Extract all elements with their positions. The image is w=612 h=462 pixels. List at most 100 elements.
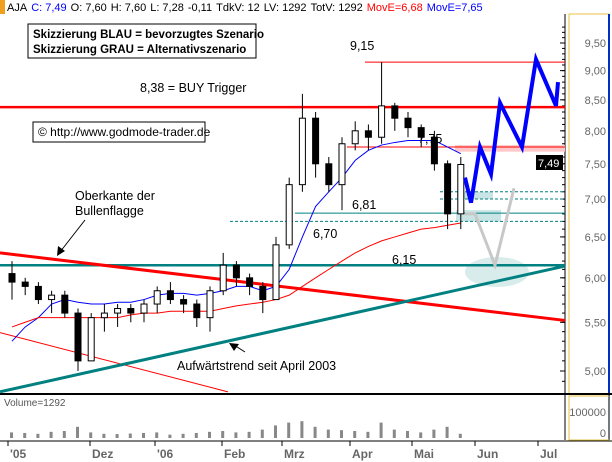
y-tick-label: 5,50 <box>585 317 606 329</box>
candle-body <box>206 290 214 319</box>
volume-bar <box>36 433 40 438</box>
volume-bar <box>89 432 93 438</box>
label-9-15: 9,15 <box>350 39 374 53</box>
volume-bar <box>287 422 291 438</box>
price-badge <box>536 155 563 170</box>
label-7-75: 7,75 <box>418 132 442 146</box>
blue-scenario-line <box>463 52 560 204</box>
volume-bar <box>194 432 198 438</box>
label-flag-1: Oberkante der <box>75 189 155 203</box>
y-tick-label: 9,50 <box>585 38 606 50</box>
x-tick-label: Jun <box>477 447 498 461</box>
quote-header: AJA C: 7,49 O: 7,60 H: 7,60 L: 7,28 -0,11 TdkV… <box>0 0 612 16</box>
y-tick-label: 8,00 <box>585 126 606 138</box>
candle-body <box>430 136 438 165</box>
volume-bar <box>23 432 27 438</box>
volume-bar <box>458 433 462 438</box>
volume-bar <box>313 426 317 438</box>
volume-bar <box>10 432 13 438</box>
volume-bar <box>142 432 145 438</box>
candle-body <box>127 308 135 314</box>
price-badge-text: 7,49 <box>538 158 559 170</box>
candle-body <box>114 308 122 314</box>
label-6-70: 6,70 <box>313 227 337 241</box>
moving-average-line <box>11 139 462 342</box>
x-tick-label: Mai <box>414 447 434 461</box>
candle-body <box>21 281 29 287</box>
tdkv-value: TdkV: 12 <box>216 2 260 14</box>
copyright-text[interactable]: © http://www.godmode-trader.de <box>38 125 211 139</box>
legend-blue: Skizzierung BLAU = bevorzugtes Szenario <box>33 29 264 41</box>
y-tick-label: 7,50 <box>585 159 606 171</box>
volume-tick-label: 0 <box>600 428 606 440</box>
candle-body <box>457 163 465 215</box>
candle-body <box>298 117 306 186</box>
candle-body <box>219 264 227 292</box>
candle-body <box>391 105 399 119</box>
candle-body <box>100 312 108 319</box>
candle-body <box>272 244 280 301</box>
trendline <box>0 332 229 393</box>
candle-body <box>140 303 148 314</box>
volume-bar <box>76 426 79 438</box>
volume-label: Volume=1292 <box>4 398 66 409</box>
moving-average-line <box>11 222 461 328</box>
label-flag-2: Bullenflagge <box>75 204 144 218</box>
candle-body <box>404 117 412 129</box>
x-tick-label: Mrz <box>284 447 305 461</box>
volume-bar <box>260 429 264 438</box>
trendline <box>0 264 566 394</box>
high-value: H: 7,60 <box>110 2 147 14</box>
x-tick-label: '06 <box>157 447 174 461</box>
flag-arrow <box>59 219 86 253</box>
candle-body <box>8 273 16 283</box>
x-tick-label: Apr <box>352 447 373 461</box>
low-value: L: 7,28 <box>150 2 184 14</box>
y-tick-label: 9,00 <box>585 66 606 78</box>
y-tick-label: 6,50 <box>585 232 606 244</box>
candle-body <box>34 285 42 301</box>
legend-gray: Skizzierung GRAU = Alternativszenario <box>33 44 246 56</box>
totv-value: TotV: 1292 <box>310 2 363 14</box>
candle-body <box>180 299 188 305</box>
candle-body <box>378 105 386 138</box>
y-tick-label: 6,00 <box>585 273 606 285</box>
pink-zone <box>455 145 565 152</box>
uptrend-arrow-head-icon <box>229 343 239 351</box>
volume-bar <box>115 434 119 438</box>
volume-bar <box>379 422 383 438</box>
copyright-box <box>32 121 206 143</box>
volume-bar <box>445 426 449 438</box>
volume-bar <box>419 432 423 438</box>
candle-body <box>338 143 346 186</box>
volume-bar <box>300 421 304 438</box>
flag-arrow-head-icon <box>57 246 65 256</box>
volume-bar <box>274 425 277 438</box>
teal-zone-lower <box>456 210 501 222</box>
ma1-value: MovE=6,68 <box>366 2 423 14</box>
close-value: C: 7,49 <box>31 2 67 14</box>
candle-body <box>364 130 372 138</box>
symbol: AJA <box>7 2 28 14</box>
candle-body <box>312 117 320 165</box>
volume-bar <box>392 429 396 438</box>
x-tick-label: '05 <box>10 447 27 461</box>
volume-bar <box>62 431 66 438</box>
symbol-marker <box>0 0 5 14</box>
y-tick-label: 5,00 <box>585 366 606 378</box>
volume-bar <box>181 433 185 438</box>
candle-body <box>87 317 95 362</box>
candle-body <box>74 312 82 362</box>
volume-bar <box>340 430 343 438</box>
candle-body <box>351 130 359 145</box>
y-tick-label: 8,50 <box>585 95 606 107</box>
volume-bar <box>155 432 159 438</box>
volume-bar <box>247 431 251 438</box>
volume-bar <box>208 431 211 438</box>
y-tick-label: 7,00 <box>585 194 606 206</box>
candle-body <box>153 290 161 305</box>
trendline <box>0 251 566 322</box>
volume-bar <box>432 429 436 438</box>
x-tick-label: Jul <box>540 447 557 461</box>
